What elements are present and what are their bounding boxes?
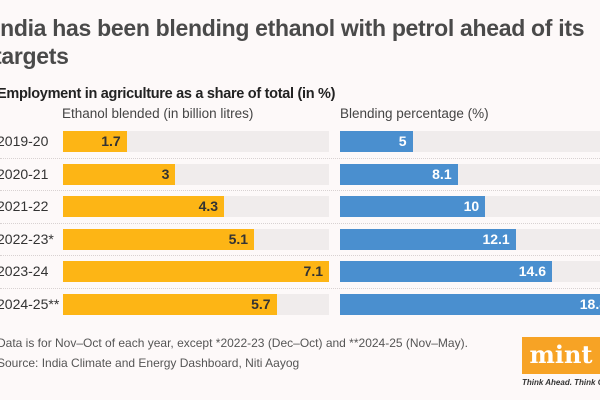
category-label: 2020-21 bbox=[0, 165, 49, 182]
row-divider bbox=[0, 190, 600, 191]
category-label: 2019-20 bbox=[0, 133, 49, 149]
data-label: 1.7 bbox=[101, 133, 121, 149]
bar-row: 2019-20 1.7 5 bbox=[0, 131, 600, 152]
mint-logo: mint bbox=[522, 337, 600, 374]
bar-row: 2024-25** 5.7 18.8 bbox=[0, 293, 600, 315]
panel-title-blending: Blending percentage (%) bbox=[340, 106, 489, 121]
blending-bar bbox=[340, 261, 552, 282]
blending-bar bbox=[340, 163, 458, 185]
ethanol-bar bbox=[63, 131, 127, 152]
category-label: 2024-25** bbox=[0, 295, 60, 312]
bar-row: 2020-21 3 8.1 bbox=[0, 163, 600, 185]
blending-bar bbox=[340, 196, 486, 217]
data-label: 18.8 bbox=[579, 295, 600, 312]
data-label: 8.1 bbox=[432, 165, 452, 182]
data-label: 7.1 bbox=[303, 263, 323, 279]
blending-bar bbox=[340, 131, 413, 152]
data-label: 5 bbox=[398, 133, 407, 149]
data-label: 5.7 bbox=[251, 295, 271, 312]
data-label: 12.1 bbox=[482, 230, 510, 247]
chart-title: India has been blending ethanol with pet… bbox=[0, 15, 585, 69]
logo-tagline: Think Ahead. Think Growth. bbox=[522, 378, 600, 387]
ethanol-bar bbox=[63, 196, 225, 217]
row-divider bbox=[0, 222, 600, 224]
ethanol-bar bbox=[63, 261, 329, 282]
source: Source: India Climate and Energy Dashboa… bbox=[0, 356, 300, 370]
category-label: 2022-23* bbox=[0, 230, 54, 247]
row-divider bbox=[0, 255, 600, 256]
bar-row: 2022-23* 5.1 12.1 bbox=[0, 228, 600, 250]
bar-row: 2021-22 4.3 10 bbox=[0, 196, 600, 217]
data-label: 14.6 bbox=[518, 263, 546, 279]
row-divider bbox=[0, 287, 600, 289]
blending-bar bbox=[340, 228, 516, 250]
data-label: 4.3 bbox=[198, 198, 219, 214]
footnote: Data is for Nov–Oct of each year, except… bbox=[0, 336, 468, 350]
ethanol-bar bbox=[63, 228, 255, 250]
ethanol-bar bbox=[63, 163, 176, 185]
data-label: 10 bbox=[463, 198, 480, 214]
category-label: 2023-24 bbox=[0, 263, 49, 279]
ethanol-bar bbox=[63, 293, 277, 315]
data-label: 5.1 bbox=[228, 230, 249, 247]
row-divider bbox=[0, 157, 600, 159]
category-label: 2021-22 bbox=[0, 198, 49, 214]
blending-bar bbox=[340, 293, 600, 315]
chart-subtitle: Employment in agriculture as a share of … bbox=[0, 86, 336, 102]
bar-track bbox=[63, 131, 329, 152]
bar-row: 2023-24 7.1 14.6 bbox=[0, 261, 600, 282]
data-label: 3 bbox=[161, 165, 170, 182]
panel-title-ethanol: Ethanol blended (in billion litres) bbox=[62, 106, 254, 121]
